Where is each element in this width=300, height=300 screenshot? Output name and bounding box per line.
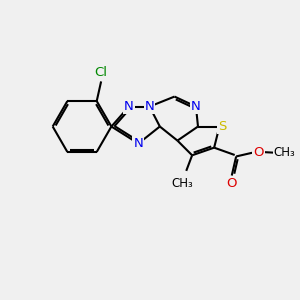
Text: N: N — [145, 100, 154, 113]
Text: Cl: Cl — [94, 66, 108, 79]
Text: S: S — [218, 120, 226, 133]
Text: O: O — [254, 146, 264, 159]
Text: N: N — [191, 100, 201, 113]
Text: CH₃: CH₃ — [274, 146, 296, 159]
Text: N: N — [124, 100, 134, 113]
Text: CH₃: CH₃ — [172, 177, 193, 190]
Text: O: O — [226, 177, 237, 190]
Text: N: N — [134, 137, 143, 150]
